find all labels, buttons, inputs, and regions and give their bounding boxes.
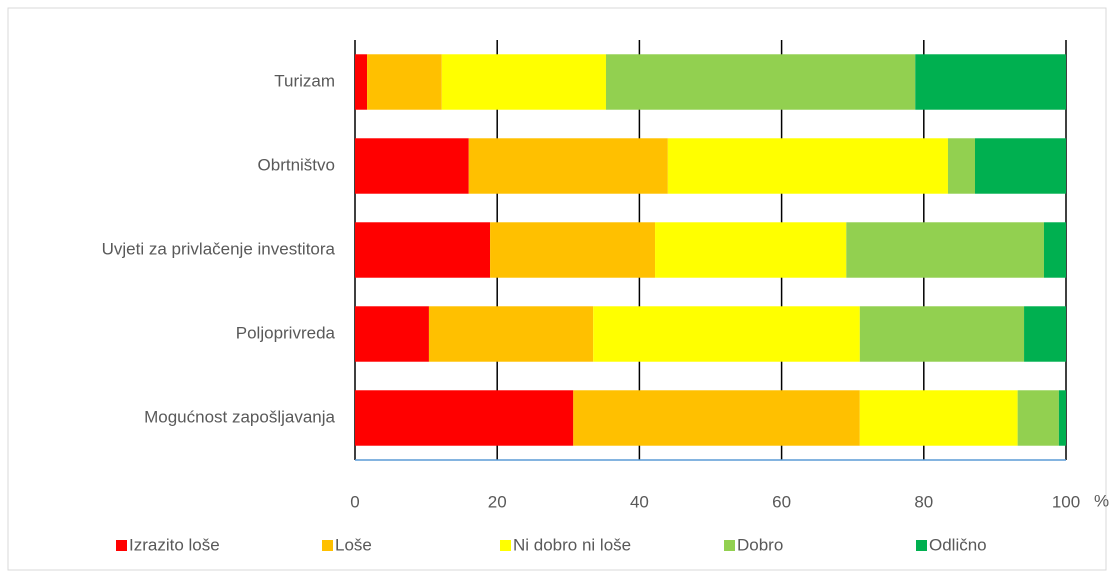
y-tick-label: Turizam [274,71,335,90]
x-tick-label: 100 [1052,492,1080,511]
legend-swatch [500,540,511,551]
legend-label: Odlično [929,535,987,554]
legend-swatch [116,540,127,551]
bar-segment [355,138,469,194]
bar-segment [355,54,368,110]
bar-segment [573,390,860,446]
legend-swatch [322,540,333,551]
bar-segment [490,222,656,278]
y-tick-label: Mogućnost zapošljavanja [144,407,335,426]
bar-segment [355,222,491,278]
bar-segment [846,222,1044,278]
bar-segment [605,54,916,110]
x-tick-label: 0 [350,492,359,511]
legend-swatch [916,540,927,551]
legend-swatch [724,540,735,551]
bar-segment [1024,306,1066,362]
bar-segment [355,390,574,446]
y-tick-label: Uvjeti za privlačenje investitora [102,239,336,258]
bar-segment [468,138,668,194]
bar-segment [859,390,1018,446]
bar-segment [428,306,594,362]
x-tick-label: 60 [772,492,791,511]
bar-segment [367,54,442,110]
bar-segment [441,54,606,110]
x-tick-label: 80 [914,492,933,511]
y-tick-label: Poljoprivreda [236,323,336,342]
bar-segment [593,306,860,362]
legend-label: Dobro [737,535,783,554]
x-tick-label: 40 [630,492,649,511]
bar-segment [655,222,847,278]
bar-segment [947,138,975,194]
legend-label: Izrazito loše [129,535,220,554]
bar-segment [915,54,1066,110]
bar-segment [1043,222,1066,278]
bar-segment [859,306,1025,362]
legend-label: Loše [335,535,372,554]
bar-segment [667,138,948,194]
y-tick-label: Obrtništvo [258,155,335,174]
legend-label: Ni dobro ni loše [513,535,631,554]
x-tick-label: 20 [488,492,507,511]
bar-segment [1017,390,1059,446]
bar-segment [1058,390,1066,446]
bar-segment [355,306,429,362]
bar-segment [974,138,1066,194]
x-unit: % [1094,491,1109,510]
